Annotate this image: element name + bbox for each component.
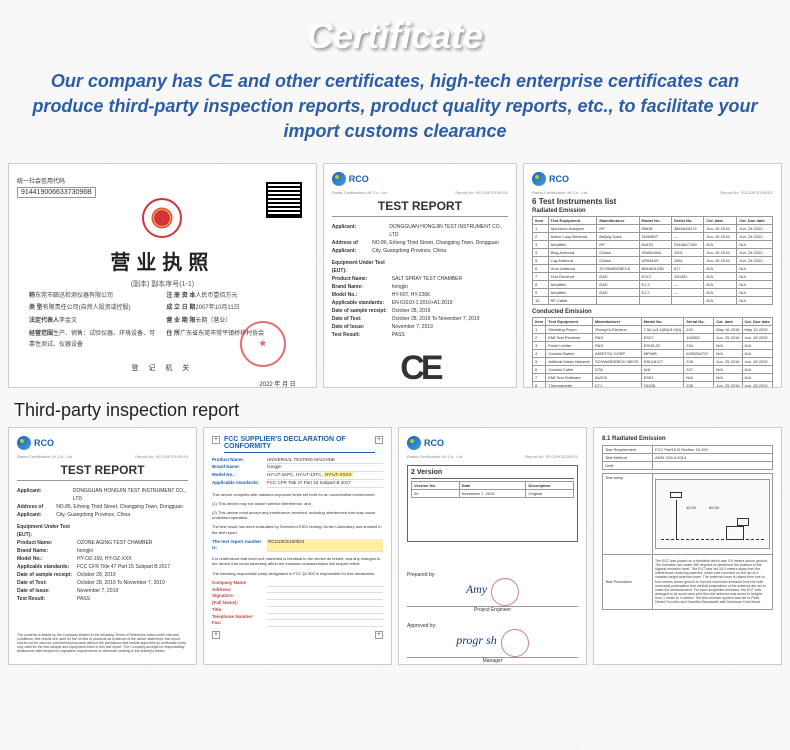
fcc-declaration: + FCC SUPPLIER'S DECLARATION OF CONFORMI… [203,427,392,665]
report-title: TEST REPORT [332,199,508,217]
code-label: 统一社会信用代码 [17,176,308,185]
qr-code [266,182,302,218]
signature-2: progr sh [456,633,497,647]
instruments-table-2: ItemTest EquipmentManufacturerModel No.S… [532,317,773,388]
signature-1: Amy [466,582,487,596]
version-report: RCO Radar Certification UK Co., LtdRepor… [398,427,587,665]
page-subtitle: Our company has CE and other certificate… [20,69,770,145]
instruments-table-1: ItemTest EquipmentManufacturerModel No.S… [532,216,773,305]
rco-logo: RCO [17,436,188,450]
business-license: 统一社会信用代码 91441900663373096B 营业执照 (副本) 副本… [8,163,317,388]
certificates-row-2: RCO Radar Certification UK Co., LtdRepor… [0,427,790,665]
test-setup-diagram: 40.00 80.00 [655,479,770,549]
ce-mark: CE [332,349,508,388]
red-stamp-icon [240,321,286,367]
rco-logo: RCO [407,436,578,450]
stamp-icon [491,578,519,606]
rco-logo: RCO [532,172,773,186]
rco-logo: RCO [332,172,508,186]
test-report-ozone: RCO Radar Certification UK Co., LtdRepor… [8,427,197,665]
code-value: 91441900663373096B [17,187,96,198]
biz-title: 营业执照 [17,246,308,275]
header: Certificate Our company has CE and other… [0,0,790,155]
biz-sub: (副本) 副本序号(1-1) [17,279,308,289]
ce-test-report: RCO Radar Certification UK Co., LtdRepor… [323,163,517,388]
radiated-emission-report: 8.1 Radiated Emission Test RequirementFC… [593,427,782,665]
section-title: Third-party inspection report [0,388,790,427]
page-title: Certificate [20,15,770,57]
emblem-icon [142,198,182,238]
test-instruments-list: RCO Radar Certification UK Co., LtdRepor… [523,163,782,388]
table-title: 6 Test Instruments list [532,197,773,206]
stamp-icon [501,629,529,657]
fcc-title: FCC SUPPLIER'S DECLARATION OF CONFORMITY [224,436,375,453]
certificates-row-1: 统一社会信用代码 91441900663373096B 营业执照 (副本) 副本… [0,163,790,388]
